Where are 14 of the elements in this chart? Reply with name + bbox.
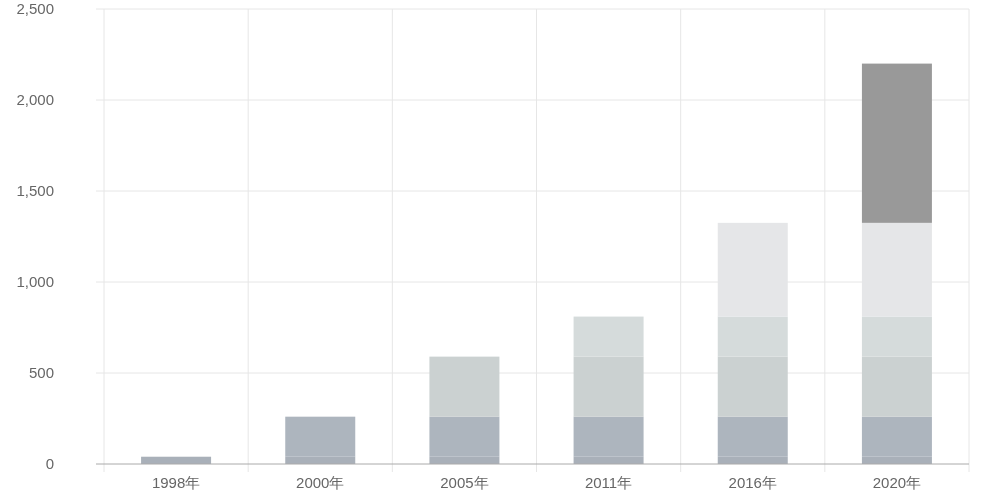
x-tick-label: 2000年	[296, 474, 345, 491]
x-tick-label: 2005年	[440, 474, 489, 491]
bar	[861, 63, 932, 223]
y-tick-label: 1,500	[16, 182, 54, 199]
y-tick-label: 1,000	[16, 273, 54, 290]
y-tick-label: 500	[28, 364, 54, 381]
x-tick-label: 2011年	[584, 474, 633, 491]
bar	[429, 356, 500, 417]
x-tick-label: 1998年	[151, 474, 201, 491]
x-tick-label: 2020年	[872, 474, 922, 491]
x-tick-label: 2016年	[728, 474, 777, 491]
y-tick-label: 2,500	[16, 0, 54, 17]
y-tick-label: 2,000	[16, 91, 54, 108]
y-tick-label: 0	[45, 455, 54, 472]
